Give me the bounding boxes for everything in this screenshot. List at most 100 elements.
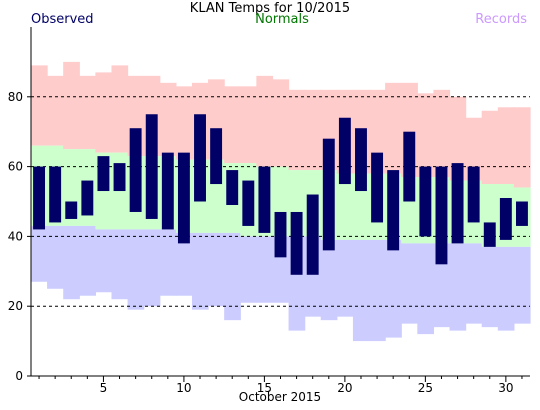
record-low-band-day-23 <box>385 239 402 338</box>
record-low-band-day-14 <box>240 236 257 303</box>
observed-bar-day-14 <box>242 180 255 226</box>
x-tick-label-5: 5 <box>100 381 108 395</box>
record-high-band-day-29 <box>481 110 499 185</box>
observed-bar-day-16 <box>274 211 287 258</box>
x-tick-label-20: 20 <box>337 381 352 395</box>
record-low-band-day-11 <box>191 232 209 310</box>
record-high-band-day-2 <box>47 75 64 146</box>
record-low-band-day-31 <box>513 246 531 324</box>
record-low-band-day-12 <box>208 232 225 307</box>
record-low-band-day-22 <box>369 239 386 342</box>
x-axis-label: October 2015 <box>239 390 321 404</box>
observed-bar-day-8 <box>145 114 158 219</box>
observed-bars <box>33 114 528 275</box>
record-high-band-day-26 <box>433 89 451 178</box>
observed-bar-day-17 <box>290 211 303 275</box>
observed-bar-day-2 <box>49 166 62 223</box>
observed-bar-day-19 <box>322 138 335 251</box>
record-low-band-day-13 <box>224 232 241 321</box>
record-low-band-day-10 <box>175 232 193 296</box>
record-low-band-day-20 <box>336 239 354 317</box>
observed-bar-day-7 <box>129 128 142 212</box>
record-low-band-day-8 <box>143 229 161 307</box>
observed-bar-day-31 <box>515 201 528 226</box>
observed-bar-day-29 <box>483 222 496 247</box>
record-high-band-day-14 <box>240 86 257 164</box>
record-high-band-day-10 <box>175 86 193 160</box>
chart-title: KLAN Temps for 10/2015 <box>190 1 350 16</box>
record-low-band-day-7 <box>127 229 145 310</box>
record-high-band-day-1 <box>31 65 48 146</box>
observed-bar-day-5 <box>97 156 110 192</box>
record-high-band-day-30 <box>497 107 515 185</box>
record-low-band-day-30 <box>497 246 515 331</box>
record-high-band-day-6 <box>111 65 129 153</box>
record-high-band-day-23 <box>385 82 402 174</box>
record-low-band-day-24 <box>401 243 418 324</box>
y-tick-label-80: 80 <box>8 90 23 104</box>
record-high-band-day-15 <box>256 75 274 167</box>
record-low-band-day-6 <box>111 229 129 300</box>
record-low-band-day-3 <box>63 225 80 300</box>
record-low-band-day-21 <box>352 239 370 342</box>
observed-bar-day-10 <box>177 152 190 244</box>
observed-bar-day-25 <box>419 166 432 237</box>
record-low-band-day-19 <box>320 239 338 321</box>
y-tick-label-20: 20 <box>8 299 23 313</box>
record-high-band-day-5 <box>95 72 113 153</box>
record-high-band-day-31 <box>513 107 531 188</box>
record-low-band-day-15 <box>256 236 274 303</box>
observed-bar-day-9 <box>161 152 174 230</box>
x-tick-label-15: 15 <box>257 381 272 395</box>
record-high-band-day-18 <box>304 89 322 171</box>
record-high-band-day-25 <box>417 93 435 178</box>
observed-bar-day-6 <box>113 163 126 192</box>
record-low-band-day-4 <box>79 225 96 296</box>
legend-records: Records <box>475 12 527 27</box>
record-high-band-day-13 <box>224 86 241 164</box>
record-high-band-day-27 <box>449 96 467 181</box>
legend-normals: Normals <box>255 12 309 27</box>
x-tick-label-25: 25 <box>418 381 433 395</box>
observed-bar-day-1 <box>33 166 46 230</box>
observed-bar-day-13 <box>226 170 239 205</box>
y-tick-label-0: 0 <box>15 369 23 383</box>
observed-bar-day-24 <box>403 131 416 202</box>
observed-bar-day-26 <box>435 166 448 265</box>
x-tick-label-10: 10 <box>176 381 191 395</box>
record-high-band-day-16 <box>272 79 290 167</box>
record-low-band-day-9 <box>159 229 177 296</box>
observed-bar-day-22 <box>371 152 384 223</box>
observed-bar-day-30 <box>499 198 512 240</box>
record-low-band-day-1 <box>31 225 48 282</box>
record-low-band-day-2 <box>47 225 64 289</box>
record-high-band-day-3 <box>63 61 80 150</box>
observed-bar-day-28 <box>467 166 480 223</box>
axes: 0 20 40 60 80 5 10 15 20 25 30 <box>8 27 530 395</box>
normal-band-day-20 <box>336 173 354 240</box>
observed-bar-day-4 <box>81 180 94 216</box>
observed-bar-day-20 <box>338 117 351 185</box>
record-low-band-day-28 <box>465 243 483 324</box>
record-high-band-day-9 <box>159 82 177 157</box>
observed-bar-day-21 <box>355 128 367 192</box>
record-high-band-day-28 <box>465 117 483 181</box>
observed-bar-day-23 <box>387 170 400 251</box>
observed-bar-day-18 <box>306 194 319 275</box>
record-high-band-day-17 <box>288 89 306 171</box>
y-tick-label-40: 40 <box>8 229 23 243</box>
record-low-band-day-27 <box>449 243 467 331</box>
record-low-band-day-25 <box>417 243 435 335</box>
observed-bar-day-15 <box>258 166 271 233</box>
record-low-band-day-5 <box>95 229 113 293</box>
y-tick-label-60: 60 <box>8 160 23 174</box>
x-tick-label-30: 30 <box>498 381 513 395</box>
record-high-band-day-4 <box>79 75 96 150</box>
observed-bar-day-12 <box>210 128 223 185</box>
observed-bar-day-27 <box>451 163 464 244</box>
observed-bar-day-3 <box>65 201 78 219</box>
legend-observed: Observed <box>31 12 94 27</box>
record-low-band-day-29 <box>481 246 499 328</box>
